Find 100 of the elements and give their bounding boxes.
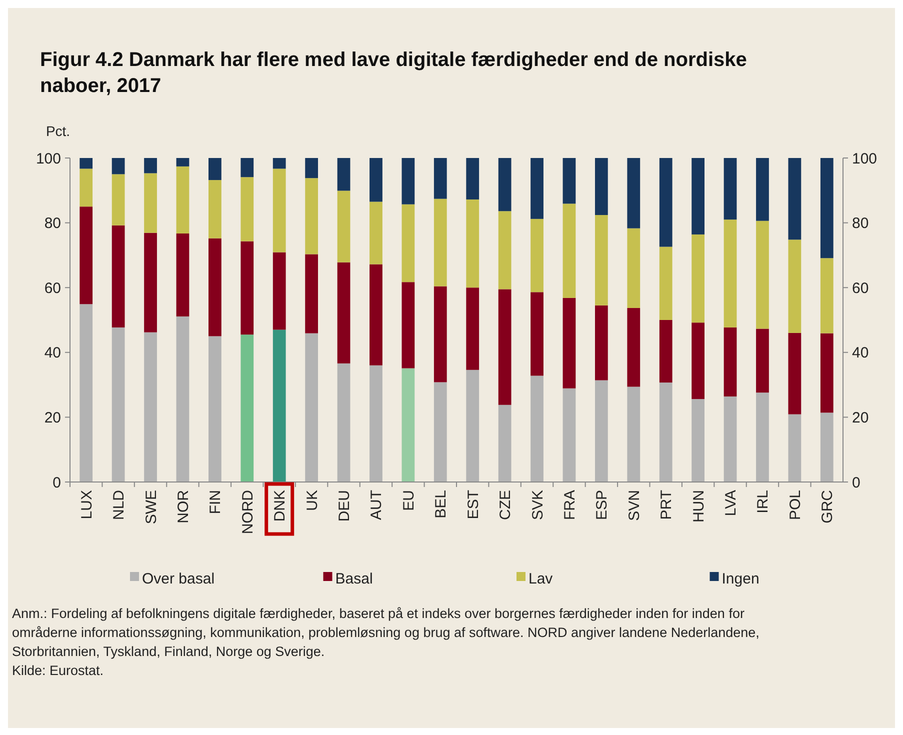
x-tick-label: DEU: [336, 490, 354, 522]
bar: [692, 322, 705, 400]
bar: [788, 240, 802, 333]
legend-label: Basal: [335, 570, 373, 588]
x-tick-label: FRA: [561, 490, 578, 520]
x-tick-label: CZE: [497, 490, 514, 520]
bar: [756, 392, 769, 482]
bar: [530, 376, 544, 482]
x-tick-label: NLD: [110, 490, 128, 520]
bar: [562, 158, 576, 204]
bar: [692, 399, 705, 482]
bar: [337, 158, 350, 191]
bar: [627, 228, 640, 308]
legend-label: Ingen: [722, 570, 760, 588]
y-tick-label: 60: [44, 280, 61, 297]
bar: [820, 258, 834, 334]
bar: [112, 158, 125, 174]
y-tick-label: 100: [36, 150, 61, 168]
bar: [594, 158, 608, 216]
bar: [240, 334, 254, 482]
bar: [272, 168, 286, 252]
x-tick-label: AUT: [368, 490, 386, 520]
bar: [498, 289, 512, 405]
bar: [208, 238, 222, 336]
bar: [208, 158, 222, 180]
bar: [176, 233, 190, 316]
bar: [240, 177, 254, 242]
chart-title: Figur 4.2 Danmark har flere med lave digitale færdigheder end de nordiske naboer, 2017: [40, 49, 747, 97]
bar: [692, 234, 705, 323]
bar: [337, 262, 350, 364]
bar: [788, 158, 802, 240]
y-tick-label: 40: [44, 344, 61, 362]
bar: [272, 330, 286, 482]
bar: [724, 327, 737, 396]
y2-tick-label: 80: [852, 215, 869, 232]
bar: [370, 158, 382, 202]
bar: [305, 158, 318, 178]
y-tick-label: 20: [44, 409, 61, 426]
bar: [498, 158, 512, 212]
x-tick-label: BEL: [432, 490, 450, 518]
bar: [659, 158, 672, 247]
y2-tick-label: 100: [852, 150, 878, 168]
bar: [112, 225, 125, 328]
bar: [692, 158, 705, 234]
bar: [627, 158, 640, 228]
bar: [530, 158, 544, 219]
bar: [272, 252, 286, 330]
bar: [820, 158, 834, 258]
bar: [756, 220, 769, 329]
bar: [176, 316, 190, 482]
x-tick-label: FIN: [207, 490, 224, 514]
bar: [756, 158, 769, 221]
x-tick-label: GRC: [819, 490, 836, 524]
text: Kilde: Eurostat.: [12, 663, 104, 678]
x-tick-label: POL: [786, 490, 804, 520]
bar: [80, 206, 93, 304]
bar: [337, 190, 350, 262]
bar: [594, 305, 608, 380]
bar: [144, 332, 157, 482]
bar: [337, 363, 350, 482]
bar: [370, 365, 382, 482]
x-tick-label: SVK: [529, 490, 546, 520]
x-tick-label: HUN: [690, 490, 708, 522]
y-tick-label: 0: [52, 474, 61, 492]
bar: [144, 158, 157, 174]
bar: [788, 332, 802, 414]
bar: [240, 158, 254, 178]
bar: [530, 218, 544, 292]
bar: [788, 414, 802, 482]
bar: [466, 199, 480, 288]
bar: [305, 254, 318, 334]
bar: [402, 282, 415, 368]
bar: [659, 382, 672, 482]
x-tick-label: NORD: [239, 490, 256, 534]
bar: [144, 173, 157, 233]
bar: [659, 246, 672, 320]
bar: [402, 158, 415, 204]
bar: [80, 158, 93, 169]
bar: [272, 158, 286, 169]
bar: [434, 158, 447, 199]
bar: [208, 180, 222, 238]
text: Anm.: Fordeling af befolkningens digitale færdigheder, baseret på et indeks over borgernes færdigheder inden for inden for områderne informationssøgning, kommunikation, problemløsning og brug af software. NORD angiver landene Nederlandene, Storbritannien, Tyskland, Finland, Norge og Sverige.: [12, 606, 760, 659]
x-tick-label: SWE: [142, 490, 160, 524]
x-tick-label: SVN: [626, 490, 643, 521]
bar: [402, 368, 415, 482]
bar: [562, 388, 576, 482]
y2-tick-label: 60: [852, 280, 869, 297]
bar: [402, 204, 415, 282]
bar: [627, 308, 640, 387]
x-tick-label: LUX: [78, 490, 96, 520]
bar: [594, 380, 608, 482]
bar: [627, 386, 640, 482]
bar: [466, 288, 480, 370]
bar: [434, 198, 447, 286]
bar: [80, 304, 93, 482]
x-tick-label: NOR: [174, 490, 192, 524]
y-axis-title: Pct.: [46, 123, 70, 139]
x-tick-label: IRL: [754, 490, 772, 514]
bar: [562, 204, 576, 298]
bar: [434, 382, 447, 482]
